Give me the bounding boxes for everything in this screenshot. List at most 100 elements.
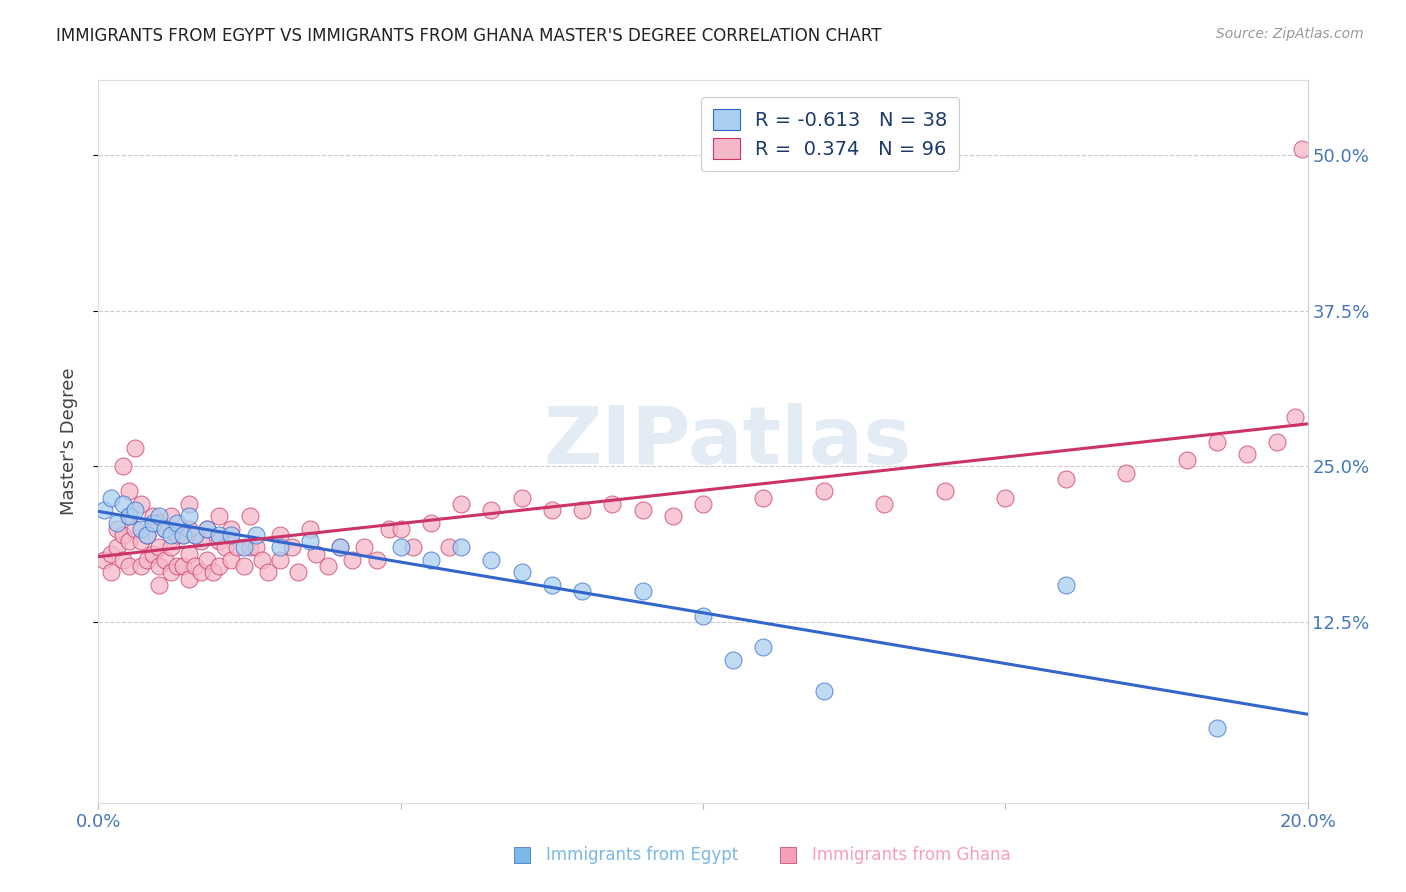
Point bbox=[281, 541, 304, 555]
Point bbox=[184, 528, 207, 542]
Point bbox=[420, 553, 443, 567]
Point bbox=[1284, 409, 1306, 424]
Point bbox=[813, 484, 835, 499]
Point bbox=[172, 528, 194, 542]
Point bbox=[299, 534, 322, 549]
Point bbox=[1291, 142, 1313, 156]
Point bbox=[179, 509, 201, 524]
Point bbox=[195, 522, 218, 536]
Point bbox=[510, 566, 533, 580]
Point bbox=[124, 522, 146, 536]
Point bbox=[256, 566, 278, 580]
Point bbox=[245, 541, 267, 555]
Point bbox=[153, 522, 176, 536]
Point bbox=[172, 559, 194, 574]
Point bbox=[692, 497, 714, 511]
Point bbox=[208, 559, 231, 574]
Point bbox=[100, 566, 122, 580]
Point bbox=[111, 459, 134, 474]
Point bbox=[111, 528, 134, 542]
Point bbox=[873, 497, 896, 511]
Point bbox=[316, 559, 339, 574]
Point bbox=[245, 528, 267, 542]
Text: Immigrants from Ghana: Immigrants from Ghana bbox=[811, 846, 1011, 863]
Point bbox=[93, 503, 115, 517]
Point bbox=[135, 528, 157, 542]
Point bbox=[305, 547, 328, 561]
Point bbox=[232, 559, 254, 574]
Point bbox=[239, 509, 262, 524]
Point bbox=[661, 509, 683, 524]
Point bbox=[353, 541, 375, 555]
Point bbox=[153, 522, 176, 536]
Point bbox=[208, 509, 231, 524]
Point bbox=[160, 509, 183, 524]
Point bbox=[195, 553, 218, 567]
Point bbox=[179, 547, 201, 561]
Point bbox=[111, 553, 134, 567]
Point bbox=[142, 509, 165, 524]
Point bbox=[389, 522, 412, 536]
Point bbox=[481, 503, 503, 517]
Point bbox=[540, 503, 562, 517]
Point bbox=[160, 528, 183, 542]
Point bbox=[214, 541, 236, 555]
Point bbox=[1115, 466, 1137, 480]
Point bbox=[1236, 447, 1258, 461]
Point bbox=[129, 497, 152, 511]
Text: Immigrants from Egypt: Immigrants from Egypt bbox=[546, 846, 738, 863]
Point bbox=[124, 503, 146, 517]
Point bbox=[129, 534, 152, 549]
Point bbox=[221, 528, 243, 542]
Point bbox=[190, 534, 212, 549]
Point bbox=[1206, 721, 1229, 735]
Point bbox=[148, 509, 170, 524]
Point bbox=[179, 572, 201, 586]
Point bbox=[269, 541, 291, 555]
Point bbox=[153, 553, 176, 567]
Point bbox=[250, 553, 273, 567]
Point bbox=[389, 541, 412, 555]
Point bbox=[377, 522, 399, 536]
Point bbox=[631, 503, 654, 517]
Point bbox=[450, 541, 472, 555]
Point bbox=[118, 509, 141, 524]
Point bbox=[148, 578, 170, 592]
Point bbox=[105, 522, 128, 536]
Point bbox=[226, 541, 249, 555]
Point bbox=[437, 541, 460, 555]
Y-axis label: Master's Degree: Master's Degree bbox=[59, 368, 77, 516]
Point bbox=[184, 528, 207, 542]
Point bbox=[135, 528, 157, 542]
Point bbox=[342, 553, 364, 567]
Point bbox=[129, 522, 152, 536]
Point bbox=[1267, 434, 1289, 449]
Point bbox=[510, 491, 533, 505]
Point bbox=[118, 559, 141, 574]
Point bbox=[118, 534, 141, 549]
Point bbox=[184, 559, 207, 574]
Point bbox=[994, 491, 1017, 505]
Point bbox=[329, 541, 352, 555]
Point bbox=[366, 553, 388, 567]
Point bbox=[571, 584, 593, 599]
Point bbox=[195, 522, 218, 536]
Point bbox=[142, 516, 165, 530]
Point bbox=[148, 541, 170, 555]
Point bbox=[190, 566, 212, 580]
Point bbox=[571, 503, 593, 517]
Point bbox=[287, 566, 309, 580]
Point bbox=[135, 553, 157, 567]
Point bbox=[124, 441, 146, 455]
Point bbox=[420, 516, 443, 530]
Point bbox=[208, 534, 231, 549]
Point bbox=[111, 497, 134, 511]
Point bbox=[299, 522, 322, 536]
Point bbox=[129, 559, 152, 574]
Point bbox=[450, 497, 472, 511]
Point bbox=[329, 541, 352, 555]
Point bbox=[269, 553, 291, 567]
Point bbox=[239, 541, 262, 555]
Point bbox=[1175, 453, 1198, 467]
Point bbox=[93, 553, 115, 567]
